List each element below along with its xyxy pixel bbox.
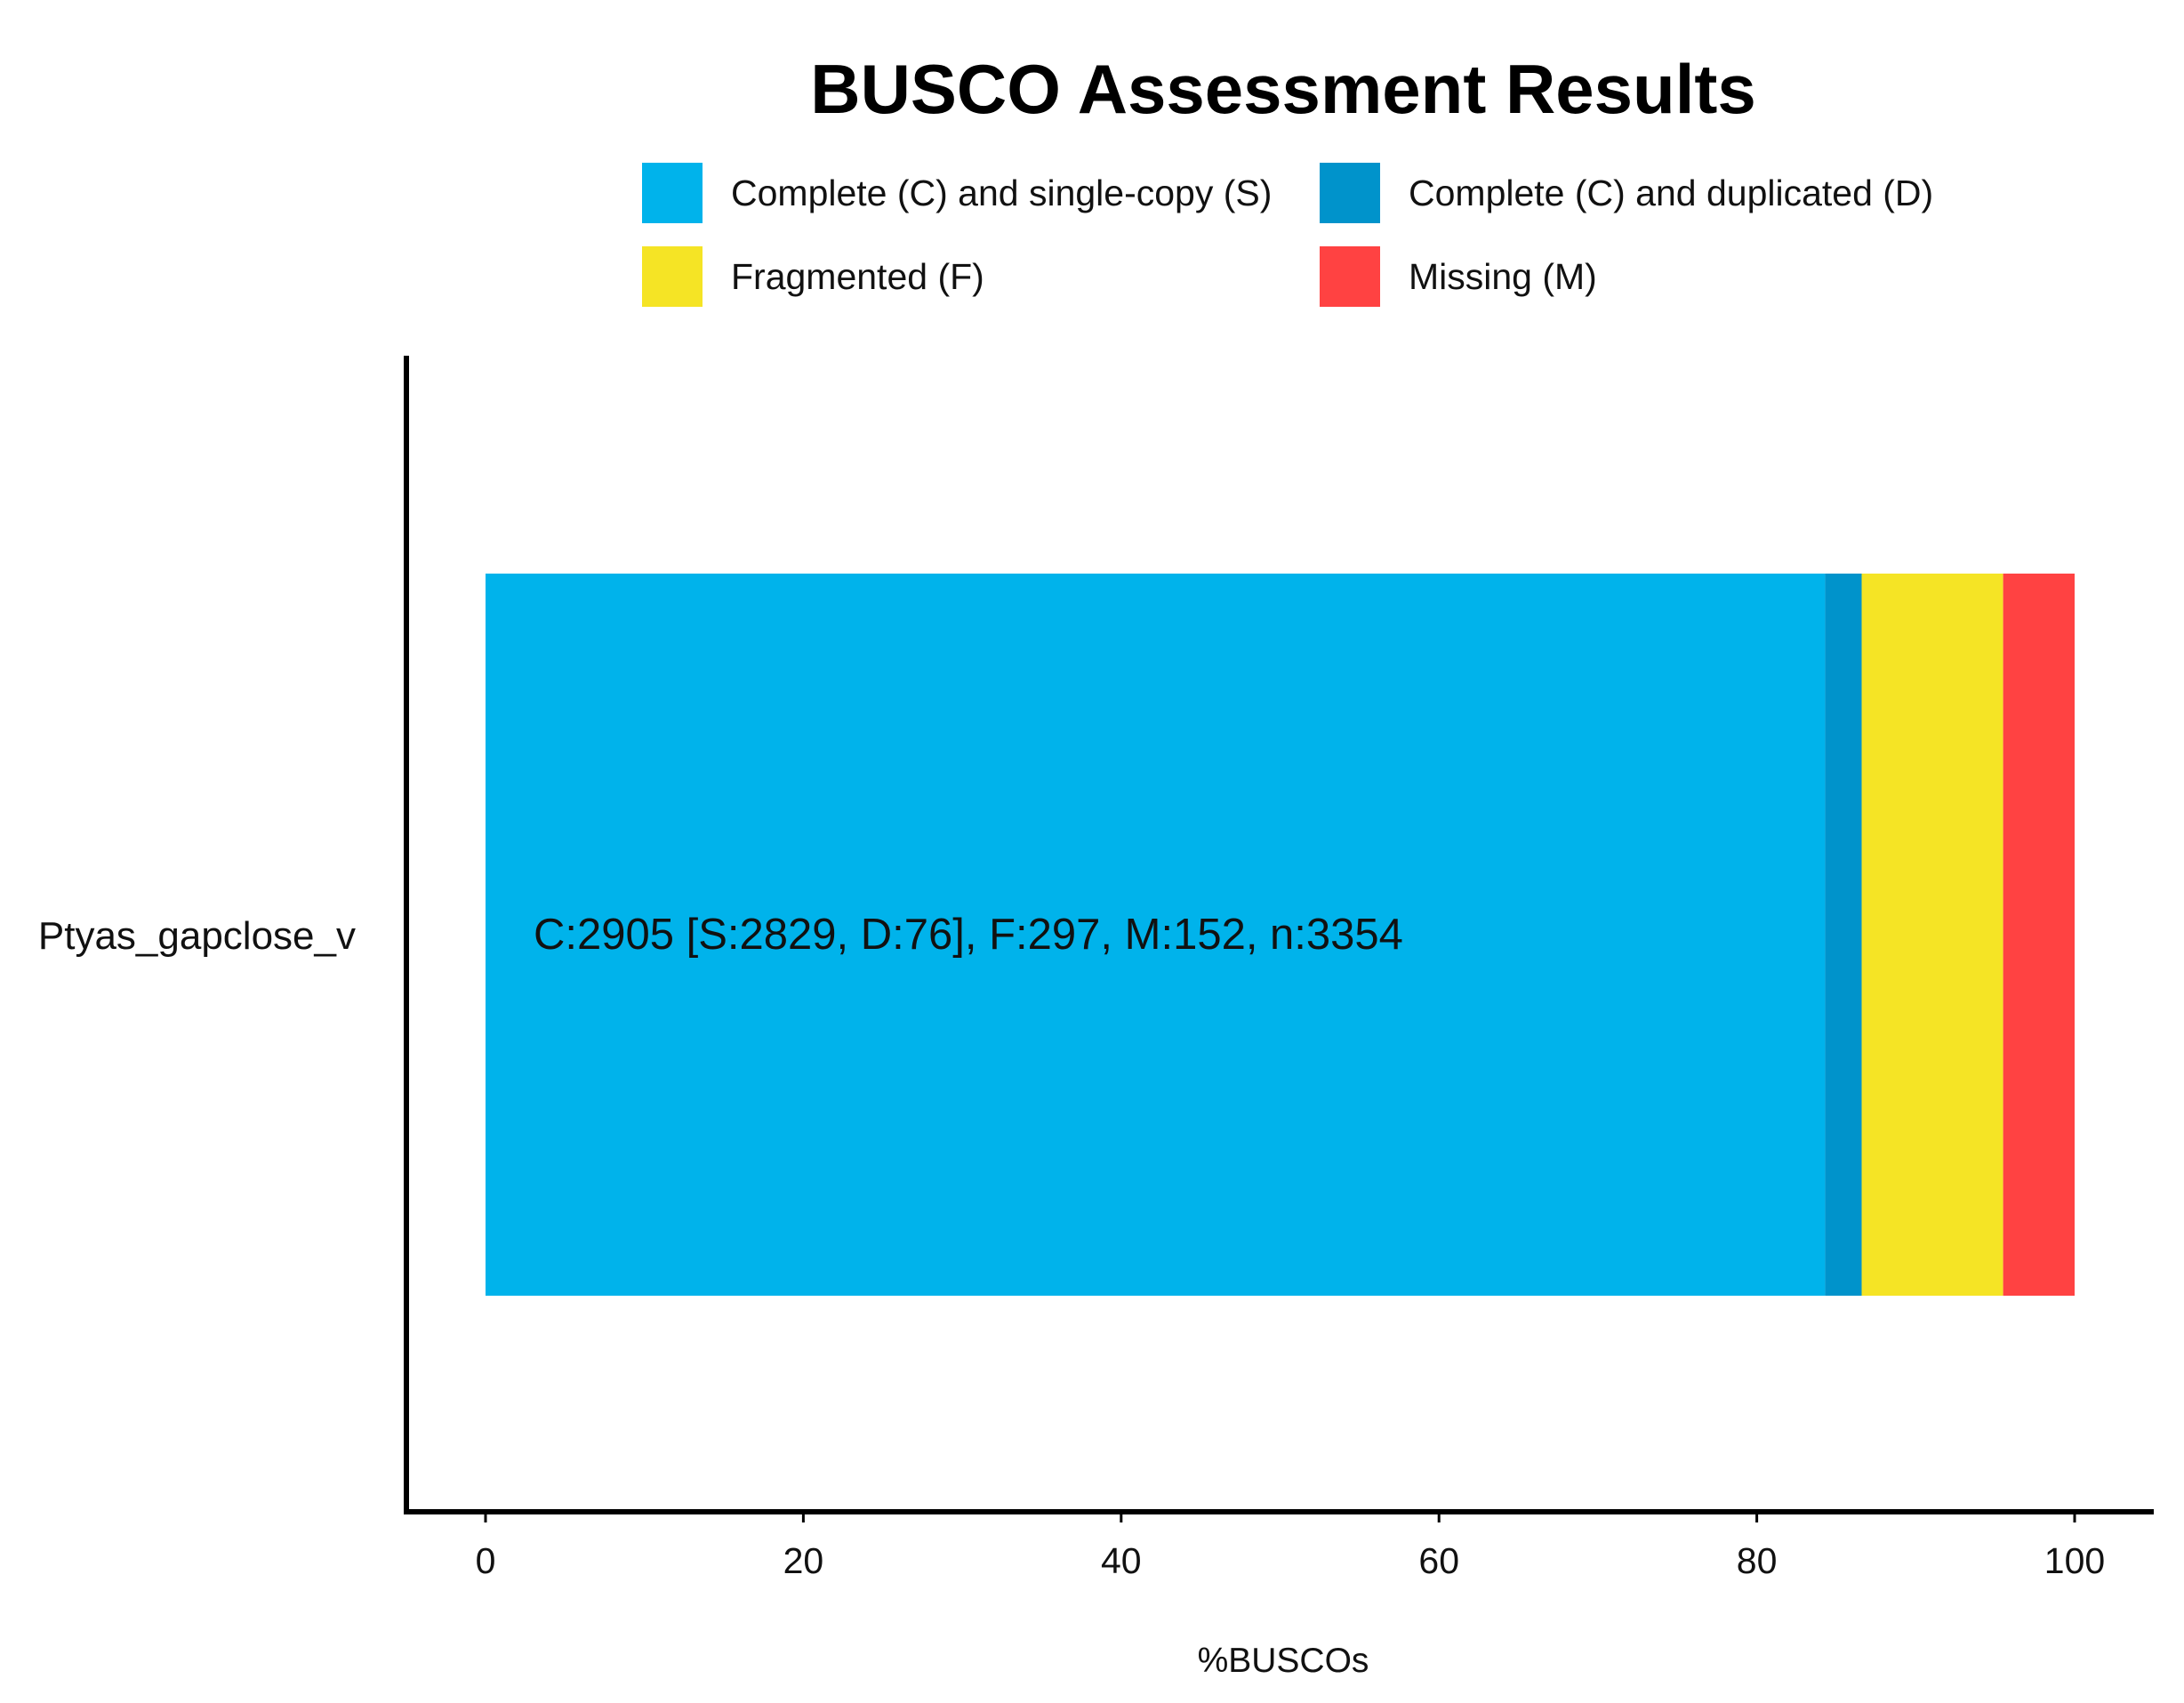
legend-swatch-4 [1320,246,1380,307]
legend-label-4: Missing (M) [1409,256,1597,297]
category-label: Ptyas_gapclose_v [38,914,356,958]
x-tick-label: 40 [1101,1540,1142,1581]
legend-swatch-2 [1320,163,1380,223]
bar-segment-1 [486,574,1826,1296]
legend-swatch-3 [642,246,703,307]
legend-label-2: Complete (C) and duplicated (D) [1409,173,1933,213]
x-axis-title: %BUSCOs [1198,1642,1369,1680]
bar-segment-2 [1825,574,1862,1296]
x-tick-label: 20 [783,1540,824,1581]
x-tick-label: 0 [476,1540,496,1581]
x-tick-label: 80 [1737,1540,1778,1581]
x-axis: 0 20 40 60 80 100 [404,1509,2154,1581]
legend: Complete (C) and single-copy (S) Complete… [642,163,1933,307]
x-tick-label: 60 [1418,1540,1459,1581]
legend-label-3: Fragmented (F) [731,256,984,297]
plot-area: C:2905 [S:2829, D:76], F:297, M:152, n:3… [38,356,2154,1680]
chart-title: BUSCO Assessment Results [810,50,1755,128]
legend-label-1: Complete (C) and single-copy (S) [731,173,1272,213]
bar-segment-3 [1861,574,2003,1296]
bar-annotation-label: C:2905 [S:2829, D:76], F:297, M:152, n:3… [534,911,1403,959]
bar-segments [486,574,2075,1296]
y-axis: Ptyas_gapclose_v [38,356,409,1514]
x-tick-label: 100 [2044,1540,2105,1581]
legend-swatch-1 [642,163,703,223]
bar-segment-4 [2003,574,2075,1296]
